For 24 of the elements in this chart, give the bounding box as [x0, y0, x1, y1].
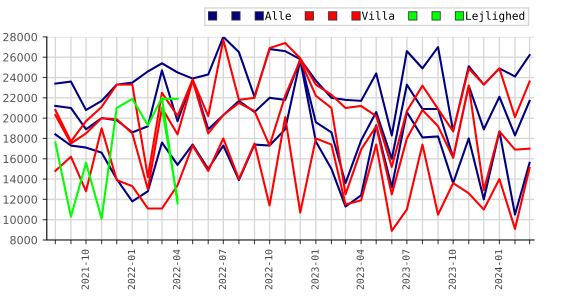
x-tick-label: 2024-01: [494, 250, 502, 290]
y-tick-label: 28000: [3, 32, 38, 42]
y-tick-label: 12000: [4, 195, 38, 204]
x-tick-label: 2022-07: [218, 250, 226, 290]
y-tick-label: 18000: [4, 134, 38, 143]
y-tick-label: 24000: [3, 73, 38, 82]
y-tick-label: 14000: [4, 175, 38, 184]
y-tick-label: 22000: [3, 94, 38, 102]
x-tick-label: 2022-01: [128, 250, 136, 290]
x-tick-label: 2021-10: [82, 250, 89, 290]
y-tick-label: 16000: [4, 154, 38, 164]
x-tick-label: 2023-07: [402, 250, 410, 290]
legend-label: Alle: [265, 11, 291, 20]
x-tick-label: 2022-10: [265, 250, 272, 290]
x-tick-label: 2023-10: [448, 250, 456, 290]
y-tick-label: 10000: [4, 216, 38, 224]
x-tick-label: 2023-04: [356, 249, 364, 290]
y-tick-label: 8000: [10, 236, 38, 244]
legend-label: Lejlighed: [466, 11, 524, 22]
y-tick-label: 26000: [3, 53, 38, 62]
x-tick-label: 2023-01: [311, 250, 319, 290]
legend-label: Villa: [362, 11, 394, 20]
x-tick-label: 2022-04: [173, 249, 180, 290]
y-tick-label: 20000: [3, 114, 38, 123]
